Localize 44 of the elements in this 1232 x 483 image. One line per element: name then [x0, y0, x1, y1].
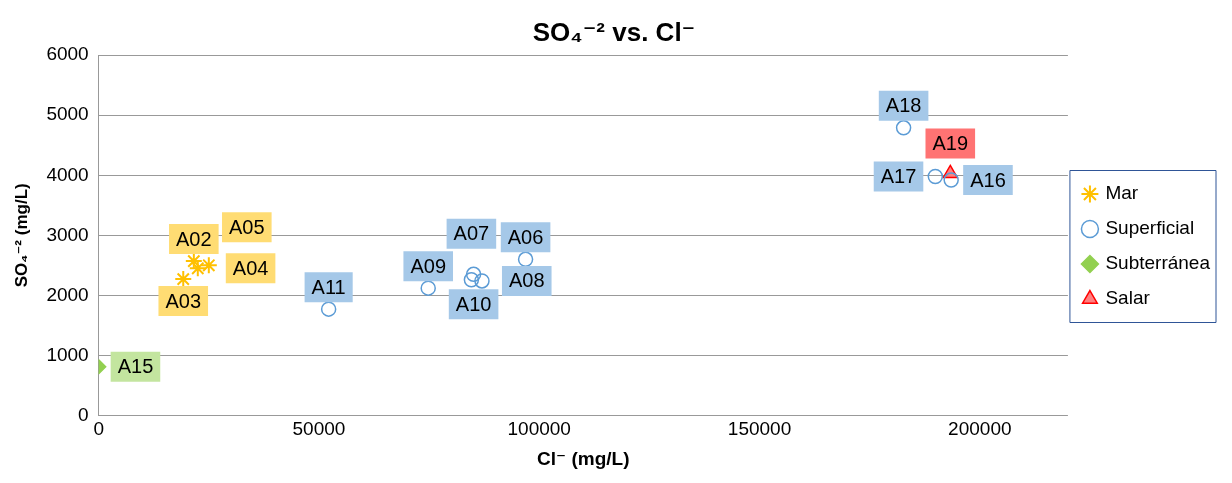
point — [320, 301, 337, 317]
x-tick-label: 50000 — [292, 418, 346, 440]
x-tick-label: 100000 — [507, 418, 571, 440]
annotation: A16 — [970, 168, 1006, 191]
annotation: A04 — [232, 256, 269, 279]
point — [463, 271, 480, 288]
annotation: A19 — [932, 131, 969, 154]
point — [465, 266, 482, 283]
point — [943, 172, 959, 188]
y-tick-label: 4000 — [46, 163, 89, 185]
y-tick-label: 5000 — [46, 103, 89, 125]
y-axis-title: SO₄⁻² (mg/L) — [11, 183, 31, 288]
point — [474, 273, 490, 289]
point — [517, 251, 534, 268]
annotation: A08 — [508, 269, 545, 292]
x-tick-label: 0 — [93, 418, 104, 440]
point — [420, 280, 436, 296]
point — [199, 256, 218, 275]
y-tick-label: 2000 — [46, 283, 89, 305]
chart-title: SO₄⁻² vs. Cl⁻ — [532, 16, 696, 47]
x-axis-title: Cl⁻ (mg/L) — [537, 447, 630, 469]
annotation: A11 — [311, 275, 346, 298]
annotation: A18 — [885, 94, 922, 117]
y-tick-label: 1000 — [46, 343, 89, 365]
annotation: A07 — [453, 222, 490, 245]
legend-label: Mar — [1105, 182, 1139, 204]
annotation: A10 — [455, 292, 492, 315]
y-tick-label: 0 — [78, 403, 89, 425]
legend-label: Superficial — [1105, 217, 1195, 239]
legend-label: Salar — [1105, 287, 1151, 309]
annotation: A17 — [880, 164, 917, 187]
point — [895, 120, 912, 136]
point — [927, 168, 944, 185]
annotation: A03 — [165, 289, 202, 312]
x-tick-label: 200000 — [948, 418, 1012, 440]
annotation: A02 — [176, 227, 212, 250]
annotation: A09 — [410, 254, 447, 277]
y-tick-label: 3000 — [46, 223, 89, 245]
annotation: A05 — [229, 215, 265, 238]
annotation: A15 — [117, 355, 154, 378]
x-tick-label: 150000 — [727, 418, 792, 440]
legend-label: Subterránea — [1105, 252, 1211, 274]
annotation: A06 — [507, 225, 544, 248]
y-tick-label: 6000 — [46, 43, 89, 65]
